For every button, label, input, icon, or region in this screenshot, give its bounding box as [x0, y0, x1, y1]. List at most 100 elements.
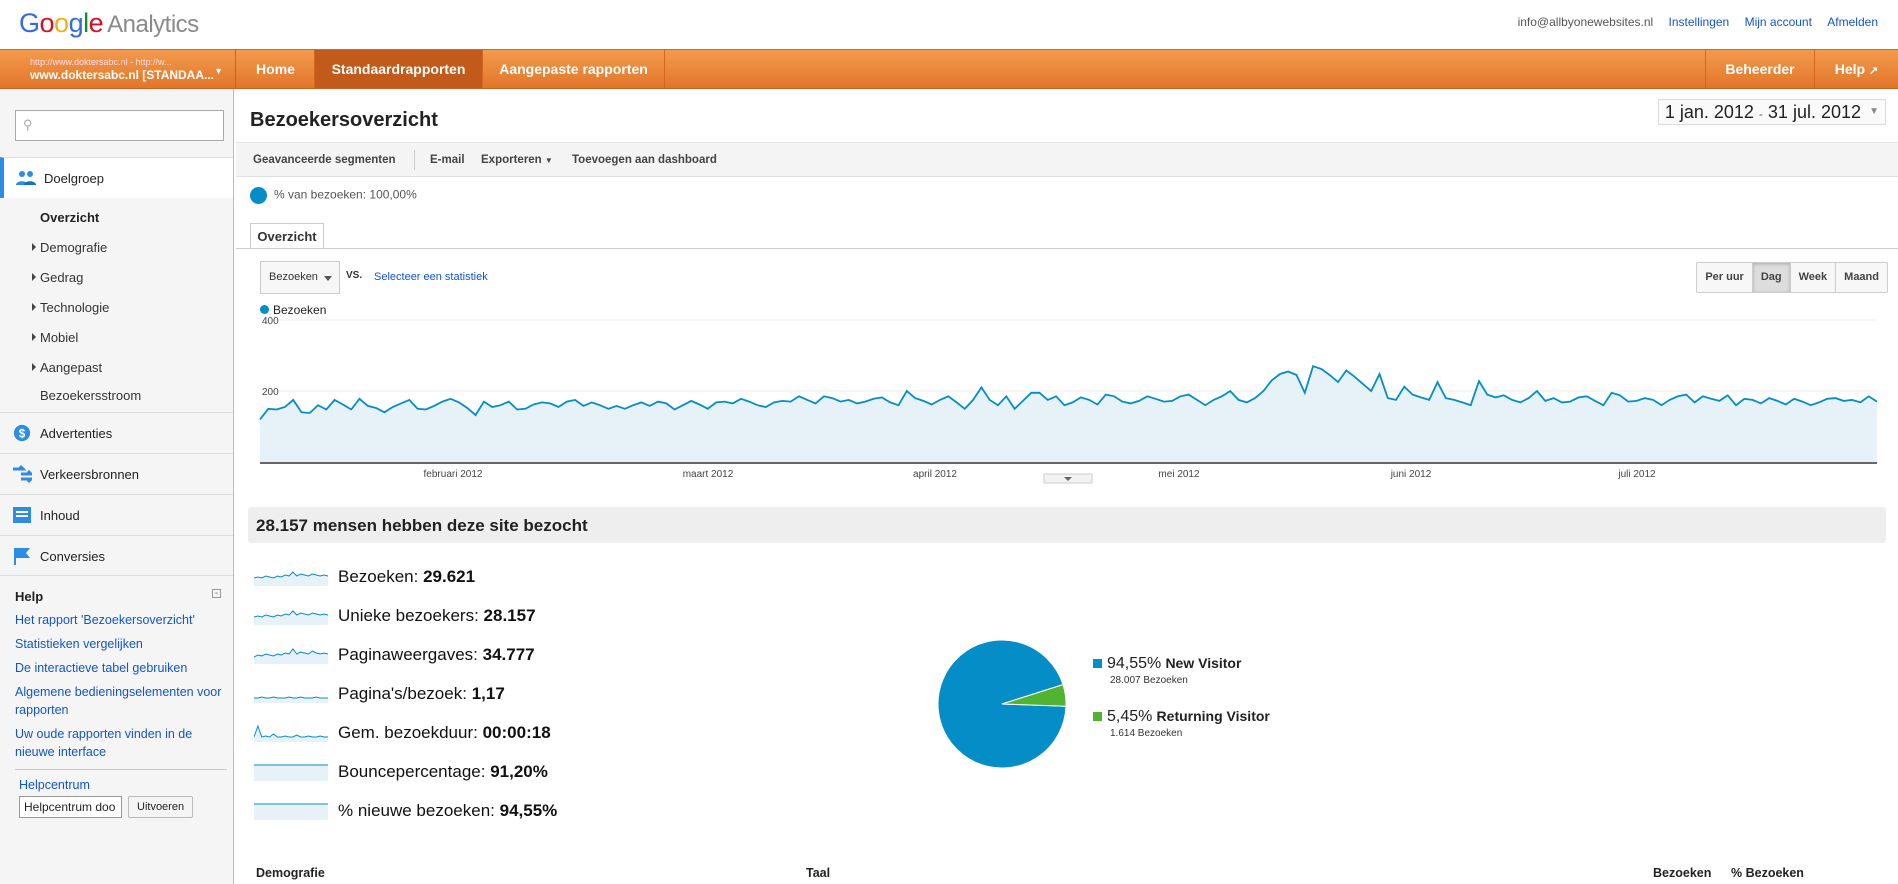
helpcenter-submit-button[interactable]: Uitvoeren — [128, 796, 194, 818]
people-icon — [16, 171, 36, 185]
sidebar-item-overzicht[interactable]: Overzicht — [40, 210, 100, 225]
main-content: Bezoekersoverzicht 1 jan. 2012 - 31 jul.… — [236, 89, 1898, 884]
sidebar-section-advertenties[interactable]: $ Advertenties — [0, 412, 233, 453]
sidebar-item-aangepast[interactable]: Aangepast — [31, 360, 103, 375]
sidebar-item-bezoekersstroom[interactable]: Bezoekersstroom — [40, 388, 142, 403]
sidebar-item-demografie[interactable]: Demografie — [31, 240, 108, 255]
sidebar-section-conversies[interactable]: Conversies — [0, 535, 233, 576]
external-link-icon: ↗ — [1869, 65, 1879, 77]
report-actions-bar: Geavanceerde segmenten E-mail Exporteren… — [236, 142, 1898, 177]
main-nav: http://www.doktersabc.nl - http://w... w… — [0, 49, 1898, 89]
nav-help[interactable]: Help ↗ — [1834, 61, 1879, 77]
sparkline — [254, 724, 328, 742]
help-link-old-reports[interactable]: Uw oude rapporten vinden in de nieuwe in… — [15, 727, 193, 759]
tab-overzicht[interactable]: Overzicht — [250, 223, 324, 249]
chevron-down-icon — [1064, 477, 1072, 481]
date-range-picker[interactable]: 1 jan. 2012 - 31 jul. 2012 ▼ — [1657, 99, 1886, 125]
pie-legend-new[interactable]: 94,55% New Visitor 28.007 Bezoeken — [1093, 655, 1241, 686]
nav-custom-reports[interactable]: Aangepaste rapporten — [483, 50, 665, 88]
settings-link[interactable]: Instellingen — [1668, 15, 1730, 29]
x-tick-label: mei 2012 — [1158, 469, 1200, 480]
divider — [414, 150, 415, 170]
help-link-compare[interactable]: Statistieken vergelijken — [15, 637, 143, 651]
help-link-controls[interactable]: Algemene bedieningselementen voor rappor… — [15, 685, 222, 717]
sparkline — [254, 610, 328, 625]
table-header-pct-bezoeken: % Bezoeken — [1731, 866, 1804, 880]
vs-label: VS. — [346, 270, 363, 281]
logout-link[interactable]: Afmelden — [1827, 15, 1878, 29]
sidebar-section-doelgroep[interactable]: Doelgroep — [0, 157, 233, 198]
x-tick-label: maart 2012 — [683, 469, 734, 480]
gran-hour-button[interactable]: Per uur — [1697, 263, 1753, 292]
help-link-table[interactable]: De interactieve tabel gebruiken — [15, 661, 188, 675]
visits-line-chart[interactable]: 400 200 februari 2012 maart 2012 april 2012 m… — [236, 89, 1898, 504]
x-tick-label: juni 2012 — [1390, 469, 1432, 480]
pie-legend-returning[interactable]: 5,45% Returning Visitor 1.614 Bezoeken — [1093, 708, 1270, 739]
nav-standard-reports[interactable]: Standaardrapporten — [315, 50, 483, 88]
sparkline — [254, 764, 328, 781]
metric-select[interactable]: Bezoeken — [260, 261, 340, 294]
table-header-demografie: Demografie — [256, 866, 325, 880]
flag-icon — [14, 548, 30, 565]
tab-divider — [236, 248, 1898, 249]
helpcenter-link[interactable]: Helpcentrum — [19, 778, 90, 792]
chevron-down-icon: ▼ — [544, 156, 553, 165]
email-button[interactable]: E-mail — [430, 154, 465, 166]
sidebar-item-mobiel[interactable]: Mobiel — [31, 330, 79, 345]
chevron-down-icon: ▼ — [1869, 106, 1879, 117]
top-links: info@allbyonewebsites.nl Instellingen Mi… — [1506, 15, 1878, 29]
legend-swatch — [1093, 712, 1102, 721]
search-icon: ⚲ — [23, 117, 33, 132]
my-account-link[interactable]: Mijn account — [1744, 15, 1812, 29]
page-title: Bezoekersoverzicht — [250, 109, 438, 131]
gran-month-button[interactable]: Maand — [1836, 263, 1887, 292]
sparkline — [254, 571, 328, 586]
advanced-segments-button[interactable]: Geavanceerde segmenten — [253, 154, 396, 166]
segment-indicator[interactable]: % van bezoeken: 100,00% — [250, 187, 417, 204]
collapse-icon[interactable]: - — [212, 589, 221, 599]
top-bar: Google Analytics info@allbyonewebsites.nl… — [0, 0, 1898, 49]
sidebar-item-gedrag[interactable]: Gedrag — [31, 270, 84, 285]
help-panel: Help - Het rapport 'Bezoekersoverzicht' … — [15, 589, 227, 818]
helpcenter-search-input[interactable]: Helpcentrum doo — [19, 796, 122, 818]
account-selector[interactable]: http://www.doktersabc.nl - http://w... w… — [0, 50, 236, 88]
x-tick-label: juli 2012 — [1617, 469, 1656, 480]
sidebar: ⚲ Doelgroep Overzicht Demografie Gedrag … — [0, 89, 234, 884]
y-tick-label: 200 — [262, 387, 279, 398]
sidebar-item-technologie[interactable]: Technologie — [31, 300, 110, 315]
granularity-toggle: Per uur Dag Week Maand — [1696, 262, 1888, 293]
export-button[interactable]: Exporteren ▼ — [481, 154, 553, 166]
y-tick-label: 400 — [262, 316, 279, 327]
pie-slice[interactable] — [1001, 683, 1067, 707]
dollar-icon: $ — [13, 424, 31, 442]
legend-swatch — [1093, 659, 1102, 668]
nav-home[interactable]: Home — [237, 50, 315, 88]
legend-dot — [260, 305, 269, 314]
chevron-down-icon: ▼ — [214, 66, 223, 76]
sidebar-section-verkeersbronnen[interactable]: Verkeersbronnen — [0, 453, 233, 494]
visitor-type-pie-chart[interactable] — [932, 634, 1072, 774]
gran-day-button[interactable]: Dag — [1752, 263, 1791, 292]
gran-week-button[interactable]: Week — [1790, 263, 1837, 292]
table-header-bezoeken: Bezoeken — [1653, 866, 1712, 880]
series-line — [259, 364, 1878, 420]
search-input[interactable]: ⚲ — [15, 110, 224, 141]
svg-text:$: $ — [19, 428, 26, 441]
x-tick-label: april 2012 — [913, 469, 957, 480]
table-header-taal: Taal — [806, 866, 831, 880]
pie-segment-icon — [250, 187, 267, 204]
nav-admin[interactable]: Beheerder — [1705, 50, 1815, 88]
add-to-dashboard-button[interactable]: Toevoegen aan dashboard — [572, 154, 717, 166]
help-title: Help — [15, 589, 44, 604]
summary-header: 28.157 mensen hebben deze site bezocht — [248, 507, 1886, 543]
help-link-report[interactable]: Het rapport 'Bezoekersoverzicht' — [15, 613, 195, 627]
google-analytics-logo[interactable]: Google Analytics — [19, 8, 199, 38]
content-icon — [13, 507, 31, 523]
arrows-icon — [13, 465, 32, 483]
chart-legend[interactable]: Bezoeken — [260, 303, 326, 317]
series-area — [260, 366, 1877, 462]
x-tick-label: februari 2012 — [424, 469, 483, 480]
sidebar-section-inhoud[interactable]: Inhoud — [0, 494, 233, 535]
select-statistic-link[interactable]: Selecteer een statistiek — [374, 271, 488, 283]
user-email: info@allbyonewebsites.nl — [1517, 15, 1654, 29]
